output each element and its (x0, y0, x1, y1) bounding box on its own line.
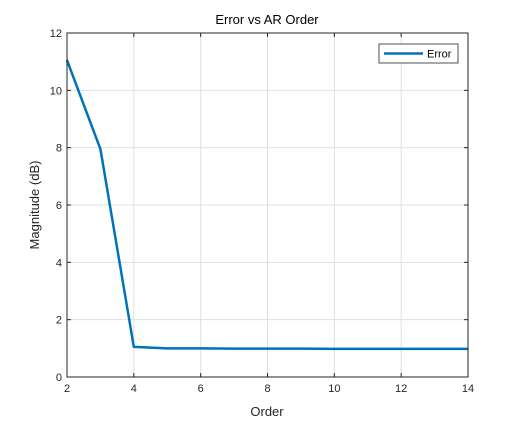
chart-title: Error vs AR Order (215, 12, 319, 27)
data-point (366, 348, 369, 350)
x-tick-label: 10 (328, 383, 340, 395)
data-point (99, 148, 102, 150)
data-point (133, 346, 135, 348)
legend-label: Error (427, 49, 452, 61)
x-tick-label: 14 (462, 383, 474, 395)
legend: Error (378, 43, 459, 64)
data-point (433, 348, 436, 350)
data-point (300, 347, 302, 350)
data-point (233, 347, 235, 350)
x-tick-label: 8 (264, 383, 270, 395)
x-tick-label: 6 (198, 383, 204, 395)
y-tick-label: 0 (56, 372, 62, 384)
y-tick-label: 6 (56, 200, 62, 212)
data-point (199, 347, 202, 350)
y-axis-label: Magnitude (dB) (27, 161, 42, 250)
x-tick-label: 2 (64, 383, 70, 395)
y-tick-label: 12 (50, 28, 62, 40)
y-axis: 0 2 4 6 8 10 12 (50, 28, 468, 384)
x-tick-label: 4 (131, 383, 137, 395)
y-tick-label: 8 (56, 143, 62, 155)
y-tick-label: 10 (50, 85, 62, 97)
y-tick-label: 4 (56, 257, 62, 269)
data-point (333, 348, 336, 350)
grid (67, 33, 468, 377)
data-point (266, 347, 269, 350)
data-point (400, 348, 402, 350)
series-layer (65, 59, 469, 351)
x-tick-label: 12 (395, 383, 407, 395)
x-axis-label: Order (250, 404, 284, 419)
x-axis: 2 4 6 8 10 12 14 (64, 33, 474, 395)
data-point (166, 347, 169, 350)
y-tick-label: 2 (56, 315, 62, 327)
